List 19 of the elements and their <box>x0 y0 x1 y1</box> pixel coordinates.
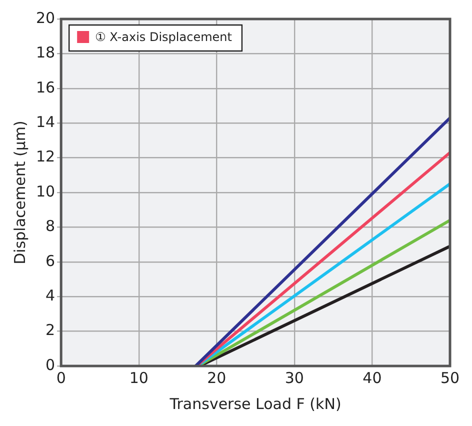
x-tick-label: 40 <box>362 368 382 387</box>
y-tick-label: 12 <box>36 148 56 166</box>
x-tick-label: 10 <box>129 368 148 387</box>
x-tick-label: 50 <box>440 368 460 387</box>
y-tick-label: 14 <box>36 112 56 131</box>
x-axis-title: Transverse Load F (kN) <box>168 394 342 413</box>
y-tick-label: 20 <box>36 8 56 27</box>
y-tick-label: 16 <box>36 78 56 96</box>
y-axis-title: Displacement (μm) <box>10 120 29 264</box>
y-tick-label: 6 <box>46 252 56 270</box>
x-tick-label: 20 <box>207 368 226 387</box>
x-tick-label: 30 <box>284 368 304 387</box>
y-tick-label: 8 <box>46 217 56 236</box>
y-tick-label: 2 <box>46 321 56 340</box>
legend-label: ① X-axis Displacement <box>95 30 232 44</box>
y-tick-label: 10 <box>36 182 56 200</box>
y-tick-label: 18 <box>36 44 56 62</box>
y-tick-label: 4 <box>46 286 56 304</box>
y-tick-label: 0 <box>46 356 56 374</box>
